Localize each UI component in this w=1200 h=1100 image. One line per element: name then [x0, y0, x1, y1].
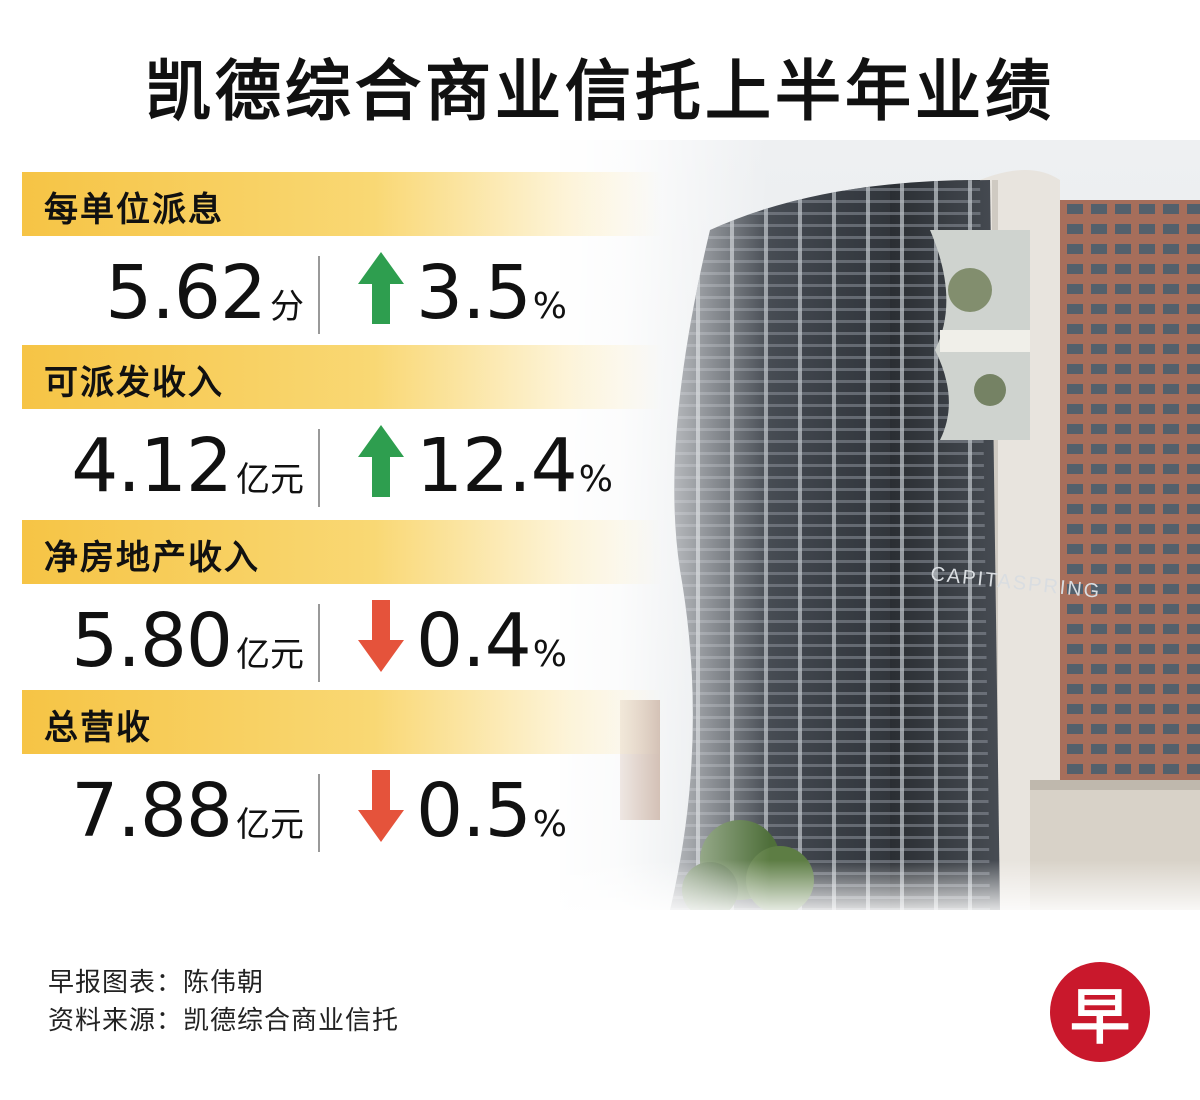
logo-text: 早 [1070, 982, 1130, 1053]
metric-value: 5.80 亿元 [44, 598, 304, 684]
change-unit: % [532, 804, 567, 845]
change-value: 0.5 [416, 768, 532, 854]
metric-band [22, 690, 662, 754]
arrow-down-icon [358, 770, 404, 842]
divider [318, 774, 320, 852]
metric-change: 12.4% [356, 423, 613, 509]
value-unit: 亿元 [236, 460, 304, 500]
photo-fade-bottom [560, 860, 1200, 920]
divider [318, 429, 320, 507]
value-unit: 分 [270, 287, 304, 327]
change-value: 3.5 [416, 250, 532, 336]
metric-net-property-income: 净房地产收入 5.80 亿元 0.4% [22, 520, 702, 685]
arrow-down-icon [358, 600, 404, 672]
metric-change: 3.5% [356, 250, 567, 336]
value-unit: 亿元 [236, 805, 304, 845]
change-unit: % [532, 286, 567, 327]
value-number: 7.88 [71, 768, 233, 854]
metric-change: 0.5% [356, 768, 567, 854]
metric-band [22, 172, 662, 236]
change-unit: % [532, 634, 567, 675]
change-unit: % [578, 459, 613, 500]
metric-value: 5.62 分 [82, 250, 304, 336]
metric-value: 7.88 亿元 [44, 768, 304, 854]
footer-source: 资料来源：凯德综合商业信托 [48, 1006, 400, 1036]
change-value: 0.4 [416, 598, 532, 684]
value-number: 4.12 [71, 423, 233, 509]
zaobao-logo: 早 [1050, 962, 1150, 1062]
metric-band [22, 345, 662, 409]
value-number: 5.62 [105, 250, 267, 336]
value-number: 5.80 [71, 598, 233, 684]
metric-label: 总营收 [44, 708, 152, 748]
metric-band [22, 520, 662, 584]
footer-credit: 早报图表：陈伟朝 [48, 968, 265, 998]
divider [318, 256, 320, 334]
metric-distributable-income: 可派发收入 4.12 亿元 12.4% [22, 345, 702, 510]
metric-label: 可派发收入 [44, 363, 224, 403]
arrow-up-icon [358, 252, 404, 324]
metric-label: 每单位派息 [44, 190, 224, 230]
metric-change: 0.4% [356, 598, 567, 684]
arrow-up-icon [358, 425, 404, 497]
change-value: 12.4 [416, 423, 578, 509]
metric-dpu: 每单位派息 5.62 分 3.5% [22, 172, 702, 337]
value-unit: 亿元 [236, 635, 304, 675]
page-title: 凯德综合商业信托上半年业绩 [145, 53, 1055, 130]
metric-label: 净房地产收入 [44, 538, 260, 578]
divider [318, 604, 320, 682]
metric-value: 4.12 亿元 [44, 423, 304, 509]
metric-gross-revenue: 总营收 7.88 亿元 0.5% [22, 690, 702, 855]
